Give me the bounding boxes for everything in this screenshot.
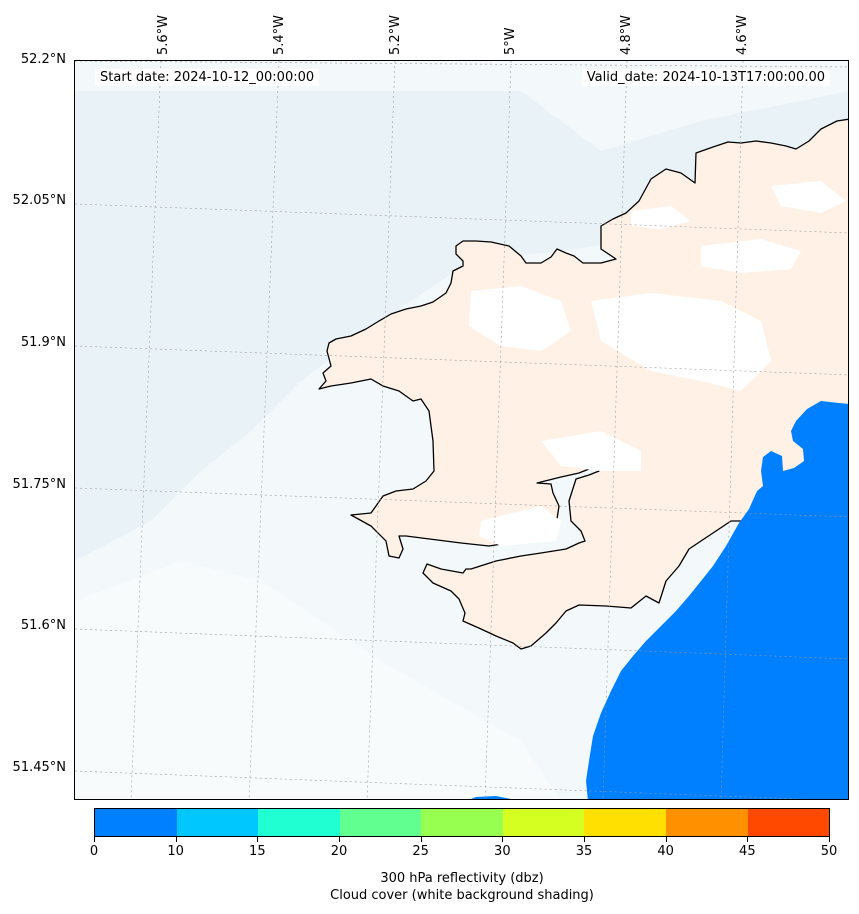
cloud-patch-2	[591, 293, 771, 391]
colorbar-tick-mark	[502, 837, 504, 842]
colorbar-segment-8	[747, 809, 830, 836]
colorbar-tick-label: 15	[249, 844, 266, 859]
colorbar-title-line2: Cloud cover (white background shading)	[330, 888, 594, 903]
colorbar-tick-mark	[175, 837, 177, 842]
lat-label-52-2n: 52.2°N	[20, 52, 66, 67]
cloud-patch-5	[631, 206, 691, 229]
lat-label-51-6n: 51.6°N	[20, 618, 66, 633]
colorbar-segment-3	[339, 809, 422, 836]
cloud-patch-3	[701, 239, 801, 273]
reflectivity-blob-bottom	[471, 796, 511, 799]
colorbar-title-line1: 300 hPa reflectivity (dbz)	[380, 871, 544, 886]
reflectivity-blob-small	[769, 483, 787, 497]
lon-label-5-2w: 5.2°W	[388, 14, 403, 55]
colorbar-segment-5	[502, 809, 585, 836]
lat-label-51-75n: 51.75°N	[12, 477, 66, 492]
colorbar-tick-mark	[584, 837, 585, 842]
colorbar-tick-label: 50	[820, 844, 838, 859]
colorbar-tick-label: 25	[412, 844, 429, 859]
graticule	[75, 61, 848, 799]
cloud-patch-1	[469, 286, 571, 351]
reflectivity-blob-main	[586, 401, 848, 799]
colorbar-segment-0	[95, 809, 177, 836]
lon-label-5w: 5°W	[503, 27, 518, 55]
colorbar-tick-mark	[829, 837, 830, 842]
colorbar-segment-2	[258, 809, 340, 836]
colorbar-segment-4	[421, 809, 503, 836]
colorbar-tick-label: 45	[739, 844, 756, 859]
cloud-patch-6	[479, 506, 561, 546]
colorbar-tick-label: 35	[575, 844, 593, 859]
cloud-patch-7	[541, 431, 641, 471]
cloud-shading-lower	[75, 561, 560, 799]
colorbar-tick-mark	[420, 837, 422, 842]
lat-label-52-05n: 52.05°N	[12, 193, 66, 208]
map-canvas	[75, 61, 848, 799]
lat-label-51-9n: 51.9°N	[20, 335, 66, 350]
lon-label-4-8w: 4.8°W	[619, 14, 634, 55]
colorbar-tick-label: 20	[330, 844, 348, 859]
cloud-patch-4	[771, 181, 846, 213]
lon-label-4-6w: 4.6°W	[735, 14, 750, 55]
lon-label-5-4w: 5.4°W	[272, 14, 287, 55]
colorbar-segment-7	[665, 809, 748, 836]
colorbar-tick-label: 30	[494, 844, 511, 859]
valid-date-label: Valid_date: 2024-10-13T17:00:00.00	[581, 69, 830, 86]
colorbar	[94, 808, 830, 837]
colorbar-tick-mark	[339, 837, 340, 842]
colorbar-tick-mark	[94, 837, 95, 842]
lat-label-51-45n: 51.45°N	[12, 760, 66, 775]
colorbar-tick-label: 10	[167, 844, 184, 859]
colorbar-tick-mark	[665, 837, 667, 842]
colorbar-tick-label: 40	[657, 844, 674, 859]
colorbar-tick-mark	[747, 837, 749, 842]
colorbar-tick-mark	[257, 837, 259, 842]
colorbar-segment-1	[176, 809, 259, 836]
lon-label-5-6w: 5.6°W	[156, 14, 171, 55]
colorbar-segment-6	[584, 809, 666, 836]
start-date-label: Start date: 2024-10-12_00:00:00	[95, 69, 320, 86]
colorbar-tick-label: 0	[89, 844, 99, 859]
map-plot: Start date: 2024-10-12_00:00:00 Valid_da…	[74, 60, 849, 800]
